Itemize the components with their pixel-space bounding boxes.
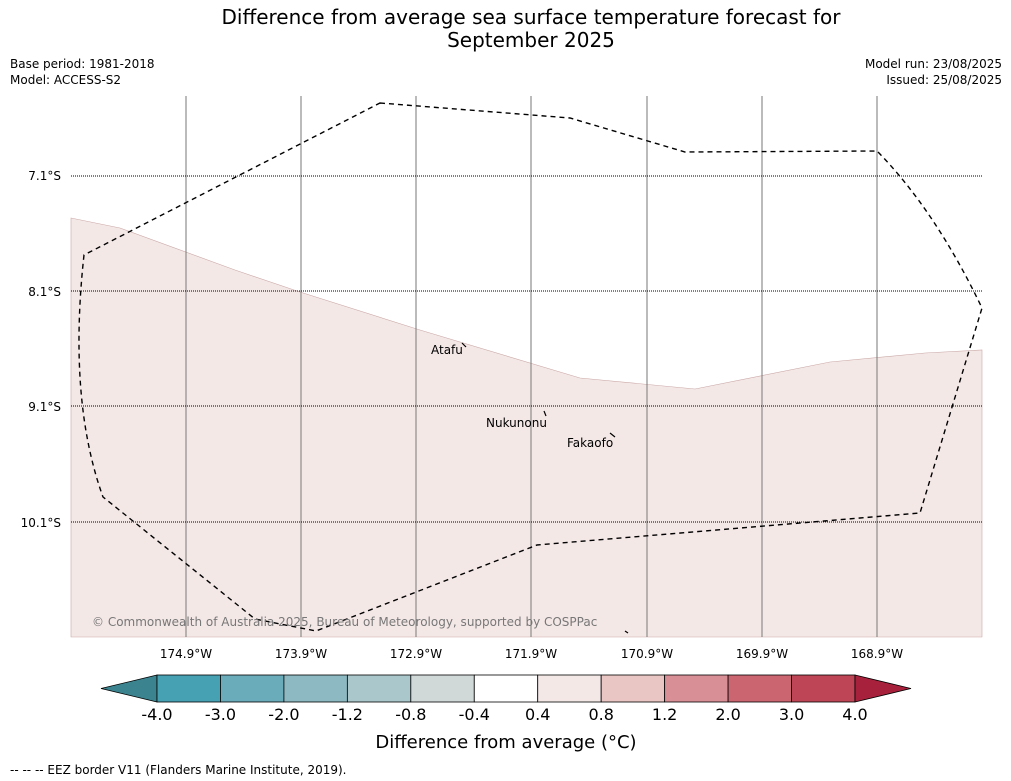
map-title: Difference from average sea surface temp… (0, 6, 1011, 52)
colorbar-label: Difference from average (°C) (375, 732, 637, 753)
map-title-line1: Difference from average sea surface temp… (221, 5, 841, 29)
eez-footnote: -- -- -- EEZ border V11 (Flanders Marine… (10, 763, 347, 777)
lon-label-170-9: 170.9°W (621, 647, 673, 661)
small-island-shape (624, 630, 629, 634)
colorbar-tick-label: -1.2 (331, 705, 363, 724)
colorbar-segment (346, 674, 412, 703)
model-run: Model run: 23/08/2025 (864, 57, 1002, 71)
colorbar-tick-label: 0.8 (588, 705, 614, 724)
colorbar-segment (410, 674, 475, 703)
colorbar-tick-label: 2.0 (715, 705, 741, 724)
lat-label-7-1: 7.1°S (28, 169, 61, 183)
colorbar-extend-low (100, 674, 158, 703)
meridian-lines (185, 96, 878, 637)
map-title-line2: September 2025 (447, 28, 615, 52)
meta-right: Model run: 23/08/2025 Issued: 25/08/2025 (865, 56, 1002, 88)
colorbar-segment (791, 674, 856, 703)
lon-label-169-9: 169.9°W (736, 647, 788, 661)
colorbar-segment (727, 674, 792, 703)
lat-label-10-1: 10.1°S (21, 516, 61, 530)
colorbar-tick-label: -3.0 (204, 705, 237, 724)
colorbar-segment (664, 674, 729, 703)
latitude-labels: 7.1°S 8.1°S 9.1°S 10.1°S (21, 169, 61, 530)
lon-label-171-9: 171.9°W (505, 647, 557, 661)
colorbar-tick-label: -0.4 (458, 705, 490, 724)
lat-label-9-1: 9.1°S (28, 400, 61, 414)
lon-label-168-9: 168.9°W (851, 647, 903, 661)
lon-label-173-9: 173.9°W (275, 647, 327, 661)
colorbar-tick-labels: -4.0 -3.0 -2.0 -1.2 -0.8 -0.4 0.4 0.8 1.2 2.0 3.0 4… (0, 705, 1011, 727)
eez-border (78, 102, 983, 632)
colorbar-tick-label: 1.2 (651, 705, 678, 724)
colorbar-tick-label: 3.0 (778, 705, 805, 724)
islands (461, 342, 629, 634)
colorbar-tick-label: -2.0 (268, 705, 300, 724)
colorbar (100, 674, 912, 703)
lat-label-8-1: 8.1°S (28, 285, 61, 299)
longitude-labels: 174.9°W 173.9°W 172.9°W 171.9°W 170.9°W … (160, 647, 903, 661)
issued-date: Issued: 25/08/2025 (886, 73, 1002, 87)
colorbar-tick-label: -4.0 (141, 705, 173, 724)
colorbar-segment (283, 674, 348, 703)
model-name: Model: ACCESS-S2 (10, 73, 122, 87)
lon-label-174-9: 174.9°W (160, 647, 212, 661)
fakaofo-island-shape (609, 432, 616, 438)
atafu-island-shape (461, 342, 467, 348)
colorbar-tick-label: -0.8 (395, 705, 427, 724)
place-label-nukunonu: Nukunonu (486, 416, 547, 430)
lon-label-172-9: 172.9°W (390, 647, 442, 661)
copyright-text: © Commonwealth of Australia 2025, Bureau… (92, 615, 597, 629)
nukunonu-island-shape (543, 410, 547, 417)
base-period: Base period: 1981-2018 (10, 57, 155, 71)
colorbar-extend-high (854, 674, 912, 703)
place-label-fakaofo: Fakaofo (567, 436, 613, 450)
map-area: Atafu Nukunonu Fakaofo © Commonwealth of… (70, 96, 983, 638)
colorbar-segment (600, 674, 666, 703)
colorbar-tick-label: 4.0 (842, 705, 868, 724)
colorbar-segment (473, 674, 539, 703)
anomaly-fill-region (70, 217, 983, 638)
colorbar-segment (156, 674, 221, 703)
colorbar-segment (537, 674, 602, 703)
place-label-atafu: Atafu (431, 343, 463, 357)
colorbar-tick-label: 0.4 (524, 705, 551, 724)
colorbar-segment (220, 674, 285, 703)
meta-left: Base period: 1981-2018 Model: ACCESS-S2 (10, 56, 155, 88)
